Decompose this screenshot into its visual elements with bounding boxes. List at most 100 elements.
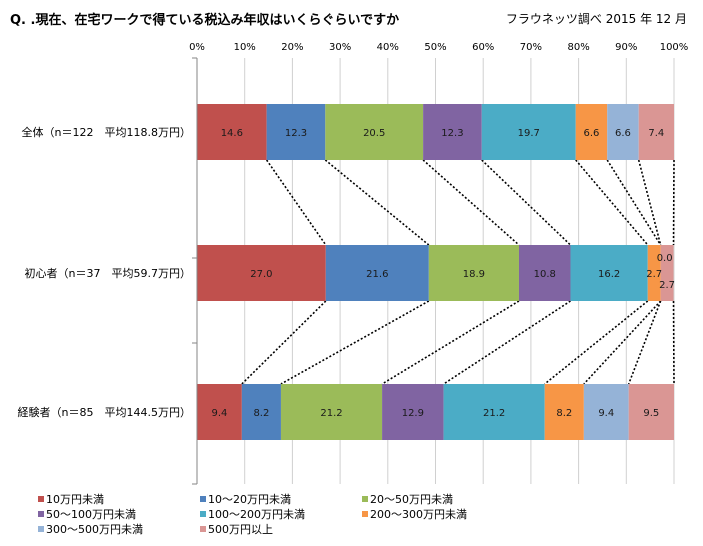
value-label: 8.2 [556, 408, 572, 419]
bar-segment [443, 384, 545, 440]
connector-line [241, 300, 327, 385]
bar-segment [325, 104, 424, 160]
value-label: 6.6 [615, 128, 631, 139]
legend-swatch [200, 496, 206, 502]
value-label: 6.6 [584, 128, 600, 139]
category-labels: 全体（n＝122 平均118.8万円） 初心者（n＝37 平均59.7万円） 経験者… [18, 125, 191, 419]
connector-line [265, 159, 327, 246]
value-label: 9.5 [643, 408, 659, 419]
legend-swatch [38, 511, 44, 517]
legend-swatch [38, 496, 44, 502]
legend-label: 200～300万円未満 [370, 508, 467, 521]
x-tick-label: 50% [424, 42, 446, 53]
connector-line [544, 300, 649, 385]
connector-line [637, 159, 662, 246]
legend-swatch [200, 511, 206, 517]
x-axis-tick-labels: 0% 10% 20% 30% 40% 50% 60% 70% 80% 90% 100% [189, 42, 688, 53]
legend-label: 300～500万円未満 [46, 523, 143, 536]
legend-swatch [38, 526, 44, 532]
bar-segment [428, 245, 519, 301]
bar-segment [647, 245, 661, 301]
bar-segment [266, 104, 326, 160]
x-tick-label: 10% [234, 42, 256, 53]
connector-line [324, 159, 430, 246]
value-label: 12.9 [402, 408, 424, 419]
value-label: 27.0 [250, 269, 272, 280]
value-label: 7.4 [648, 128, 664, 139]
legend-item: 500万円以上 [200, 521, 273, 537]
x-tick-label: 40% [377, 42, 399, 53]
x-tick-label: 80% [567, 42, 589, 53]
value-label: 21.2 [320, 408, 342, 419]
value-label: 8.2 [253, 408, 269, 419]
category-label: 経験者（n＝85 平均144.5万円） [18, 405, 191, 419]
value-label: 14.6 [221, 128, 243, 139]
connector-line [606, 159, 662, 246]
legend-item: 300～500万円未満 [38, 521, 143, 537]
value-label: 0.0 [657, 253, 673, 264]
bar-segment [280, 384, 383, 440]
axis-lines [192, 57, 198, 485]
chart-title: Q. .現在、在宅ワークで得ている税込み年収はいくらぐらいですか [10, 13, 400, 28]
connector-line [627, 300, 662, 385]
bar-segments [197, 104, 674, 440]
bar-segment [382, 384, 444, 440]
legend-label: 500万円以上 [208, 523, 273, 536]
value-label: 10.8 [534, 269, 556, 280]
bar-segment [325, 245, 429, 301]
value-label: 19.7 [518, 128, 540, 139]
bar-segment [423, 104, 482, 160]
value-label: 2.7 [646, 269, 662, 280]
value-label: 18.9 [463, 269, 485, 280]
x-tick-label: 0% [189, 42, 205, 53]
x-tick-label: 100% [660, 42, 689, 53]
value-label: 20.5 [363, 128, 385, 139]
value-label: 2.7 [659, 280, 675, 291]
legend-item: 50～100万円未満 [38, 506, 136, 522]
legend-item: 10～20万円未満 [200, 491, 291, 507]
bar-segment [638, 104, 674, 160]
bar-segment [607, 104, 639, 160]
series-connector-lines [241, 159, 675, 385]
x-tick-label: 30% [329, 42, 351, 53]
legend-label: 100～200万円未満 [208, 508, 305, 521]
x-tick-label: 60% [472, 42, 494, 53]
bar-segment [197, 384, 242, 440]
legend-item: 100～200万円未満 [200, 506, 305, 522]
connector-line [280, 300, 430, 385]
value-labels: 14.6 12.3 20.5 12.3 19.7 6.6 6.6 7.4 27.0 21.6 18.… [211, 128, 675, 419]
connector-line [583, 300, 662, 385]
connector-line [422, 159, 520, 246]
bar-segment [544, 384, 584, 440]
connector-line [575, 159, 649, 246]
bar-segment [241, 384, 281, 440]
value-label: 12.3 [285, 128, 307, 139]
legend-label: 20～50万円未満 [370, 493, 453, 506]
value-label: 16.2 [598, 269, 620, 280]
bar-segment [660, 245, 674, 301]
bar-segment [481, 104, 576, 160]
bar-segment [628, 384, 674, 440]
category-label: 全体（n＝122 平均118.8万円） [22, 125, 191, 139]
bar-segment [575, 104, 608, 160]
legend-label: 10～20万円未満 [208, 493, 291, 506]
x-tick-label: 20% [281, 42, 303, 53]
bar-segment [518, 245, 571, 301]
value-label: 21.2 [483, 408, 505, 419]
connector-line [443, 300, 571, 385]
value-label: 9.4 [211, 408, 227, 419]
legend-swatch [200, 526, 206, 532]
source-note: フラウネッツ調べ 2015 年 12 月 [505, 12, 687, 26]
connector-line [381, 300, 520, 385]
x-tick-label: 70% [520, 42, 542, 53]
bar-segment [583, 384, 629, 440]
legend-label: 50～100万円未満 [46, 508, 136, 521]
connector-line [481, 159, 572, 246]
legend-label: 10万円未満 [46, 493, 104, 506]
bar-segment [570, 245, 648, 301]
value-label: 9.4 [598, 408, 614, 419]
x-tick-label: 90% [615, 42, 637, 53]
legend-swatch [362, 511, 368, 517]
legend-item: 200～300万円未満 [362, 506, 467, 522]
